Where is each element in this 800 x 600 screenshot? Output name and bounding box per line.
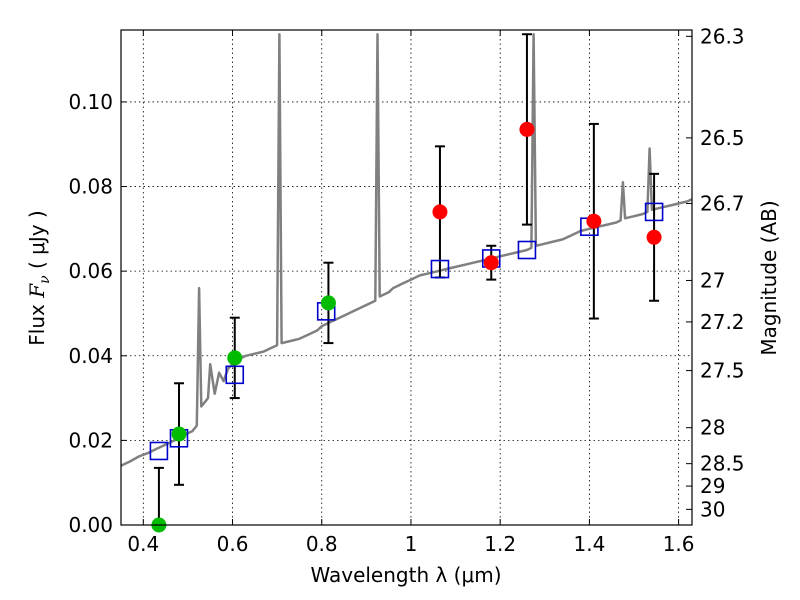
data-point [483, 255, 499, 271]
right-tick-label: 26.5 [700, 126, 745, 150]
x-tick-label: 0.8 [306, 532, 338, 556]
model-flux-square [517, 240, 537, 260]
data-point [586, 213, 602, 229]
right-tick-label: 27 [700, 268, 725, 292]
y-tick-label: 0.02 [68, 428, 113, 452]
right-axis-label: Magnitude (AB) [757, 200, 781, 355]
y-tick-label: 0.06 [68, 259, 113, 283]
model-flux-square [149, 441, 169, 461]
axis-ticks: 0.4 0.6 0.8 1 1.2 1.4 1.6 0.00 0.02 0.04 0.06 0.08 0… [68, 24, 744, 556]
right-tick-label: 28 [700, 416, 725, 440]
x-tick-label: 1 [405, 532, 418, 556]
y-label-symbol: F [25, 283, 49, 299]
y-tick-label: 0.00 [68, 513, 113, 537]
right-tick-label: 27.2 [700, 310, 745, 334]
x-tick-label: 1.4 [573, 532, 605, 556]
data-point [320, 295, 336, 311]
y-tick-label: 0.08 [68, 175, 113, 199]
y-tick-label: 0.04 [68, 344, 113, 368]
model-flux-square [430, 259, 450, 279]
right-tick-label: 26.7 [700, 191, 745, 215]
model-flux-square [225, 365, 245, 385]
x-tick-label: 1.2 [484, 532, 516, 556]
y-axis-label: Flux Fν ( μJy ) [25, 210, 53, 345]
spectrum-line [121, 32, 692, 467]
y-label-unit: ( μJy ) [25, 210, 49, 275]
plot-frame [120, 29, 693, 526]
right-tick-label: 26.3 [700, 24, 745, 48]
right-tick-label: 28.5 [700, 452, 745, 476]
y-label-prefix: Flux [25, 298, 49, 346]
right-tick-label: 29 [700, 474, 725, 498]
grid-lines [121, 30, 692, 526]
x-tick-label: 0.4 [127, 532, 159, 556]
data-layer [121, 32, 692, 467]
x-tick-label: 1.6 [663, 532, 695, 556]
y-label-subscript: ν [37, 275, 53, 284]
data-point [171, 426, 187, 442]
data-point [519, 121, 535, 137]
right-tick-label: 27.5 [700, 359, 745, 383]
y-tick-label: 0.10 [68, 90, 113, 114]
data-point [227, 350, 243, 366]
right-tick-label: 30 [700, 497, 725, 521]
x-tick-label: 0.6 [217, 532, 249, 556]
plot-area [121, 30, 692, 525]
model-flux-square [644, 202, 664, 222]
x-axis-label: Wavelength λ (μm) [310, 563, 501, 587]
data-point [646, 229, 662, 245]
data-point [432, 204, 448, 220]
